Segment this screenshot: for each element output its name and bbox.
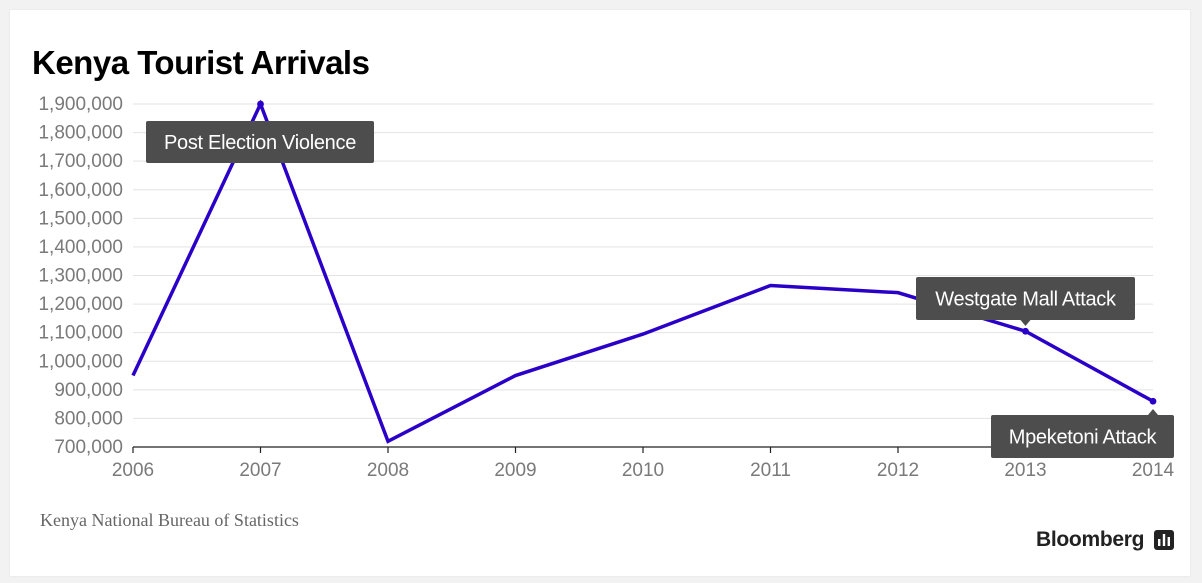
x-tick-label: 2013 bbox=[1004, 460, 1046, 481]
x-tick-labels: 2006 2007 2008 2009 2010 2011 2012 2013 2014 bbox=[112, 460, 1175, 481]
y-tick-label: 1,800,000 bbox=[38, 123, 123, 144]
y-tick-label: 1,500,000 bbox=[38, 208, 123, 229]
y-tick-label: 800,000 bbox=[54, 408, 123, 429]
annotation-point bbox=[257, 100, 264, 108]
annotation-callout: Westgate Mall Attack bbox=[916, 277, 1135, 326]
y-tick-label: 1,700,000 bbox=[38, 151, 123, 172]
annotation-label: Westgate Mall Attack bbox=[935, 289, 1117, 311]
source-note: Kenya National Bureau of Statistics bbox=[40, 510, 299, 530]
y-tick-label: 1,400,000 bbox=[38, 237, 123, 258]
y-tick-label: 1,600,000 bbox=[38, 180, 123, 201]
annotation-box bbox=[916, 277, 1135, 320]
y-tick-label: 1,200,000 bbox=[38, 294, 123, 315]
annotation-box bbox=[991, 415, 1174, 458]
y-tick-label: 1,000,000 bbox=[38, 351, 123, 372]
brand-name: Bloomberg bbox=[1036, 528, 1145, 551]
x-tick-label: 2006 bbox=[112, 460, 154, 481]
y-tick-label: 700,000 bbox=[54, 437, 123, 458]
chart-title: Kenya Tourist Arrivals bbox=[32, 44, 370, 81]
x-tick-label: 2011 bbox=[750, 460, 791, 481]
annotation-pointer bbox=[1148, 409, 1158, 415]
annotation-pointer bbox=[1020, 320, 1031, 326]
line-chart: 700,000 800,000 900,000 1,000,000 1,100,000 1… bbox=[38, 94, 1175, 481]
annotation-box bbox=[146, 121, 374, 163]
annotation-point bbox=[1022, 327, 1029, 335]
y-tick-label: 1,900,000 bbox=[38, 94, 123, 115]
grid-lines bbox=[133, 103, 1153, 419]
annotation-label: Post Election Violence bbox=[164, 132, 356, 154]
y-tick-label: 900,000 bbox=[54, 380, 123, 401]
annotation-label: Mpeketoni Attack bbox=[1009, 427, 1158, 449]
x-tick-label: 2008 bbox=[367, 460, 409, 481]
annotation-callout: Post Election Violence bbox=[146, 121, 374, 163]
x-tick-label: 2007 bbox=[239, 460, 281, 481]
y-tick-label: 1,300,000 bbox=[38, 266, 123, 287]
x-tick-label: 2014 bbox=[1132, 460, 1175, 481]
annotations: Post Election Violence Westgate Mall Atta… bbox=[146, 121, 1174, 458]
x-tick-label: 2012 bbox=[877, 460, 919, 481]
brand-logo: Bloomberg bbox=[1036, 528, 1175, 552]
annotation-point bbox=[1149, 397, 1157, 405]
annotation-callout: Mpeketoni Attack bbox=[991, 409, 1174, 458]
bloomberg-chart-icon bbox=[1154, 530, 1175, 550]
x-tick-label: 2009 bbox=[494, 460, 536, 481]
x-tick-label: 2010 bbox=[622, 460, 664, 481]
y-tick-label: 1,100,000 bbox=[38, 323, 123, 344]
y-tick-labels: 700,000 800,000 900,000 1,000,000 1,100,000 1… bbox=[38, 94, 123, 458]
